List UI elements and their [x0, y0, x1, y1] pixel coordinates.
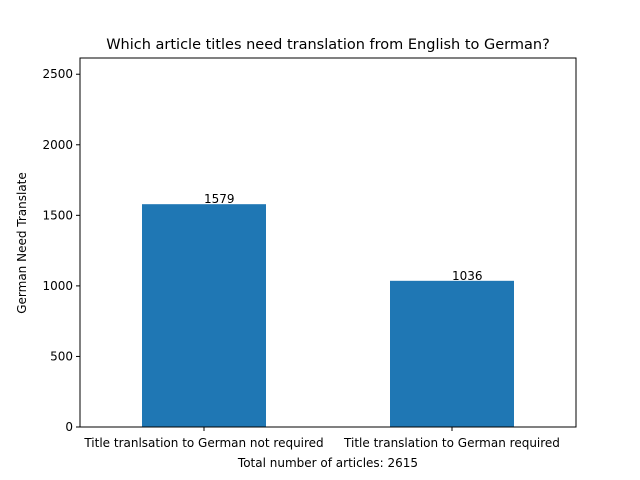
- axes-frame: [79, 57, 577, 428]
- y-tick-label-2500: 2500: [42, 67, 73, 81]
- x-tick-label-1: Title tranlsation to German not required: [83, 436, 323, 450]
- bar-2: [390, 280, 514, 427]
- y-axis-label: German Need Translate: [15, 172, 29, 314]
- chart-title: Which article titles need translation fr…: [106, 37, 550, 53]
- plot-area: 1579 1036 0 500 1000 1500 2000 2500 Title tranls…: [42, 57, 577, 450]
- y-tick-label-1000: 1000: [42, 279, 73, 293]
- y-tick-label-0: 0: [65, 420, 73, 434]
- y-tick-label-500: 500: [50, 349, 73, 363]
- x-tick-label-2: Title translation to German required: [343, 436, 560, 450]
- data-label-2: 1036: [452, 269, 483, 283]
- bar-1: [142, 204, 266, 427]
- y-tick-label-1500: 1500: [42, 208, 73, 222]
- data-label-1: 1579: [204, 192, 235, 206]
- y-tick-label-2000: 2000: [42, 138, 73, 152]
- x-axis-label: Total number of articles: 2615: [237, 456, 418, 470]
